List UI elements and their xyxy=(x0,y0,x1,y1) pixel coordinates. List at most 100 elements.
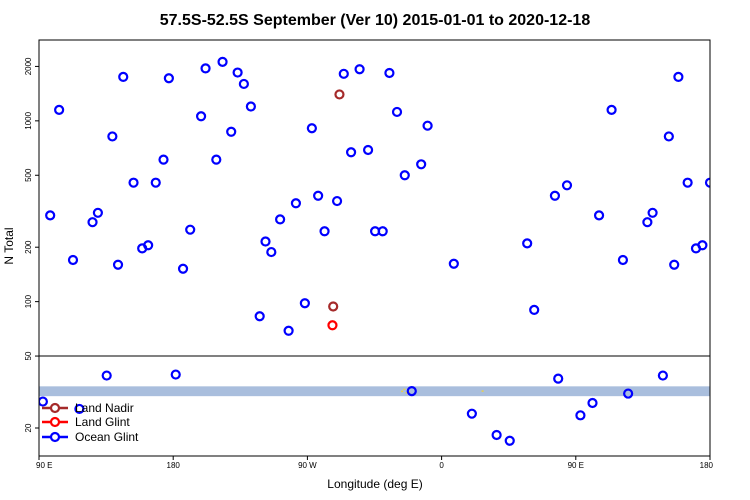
ocean-glint-point xyxy=(87,217,98,228)
legend-label: Land Glint xyxy=(75,415,130,429)
ocean-glint-point xyxy=(39,396,48,407)
ocean-glint-point xyxy=(185,224,196,235)
ocean-glint-point xyxy=(669,259,680,270)
ocean-glint-point xyxy=(553,373,564,384)
ocean-glint-point xyxy=(663,131,674,142)
ocean-glint-point xyxy=(211,154,222,165)
ocean-glint-point xyxy=(406,385,417,397)
legend-label: Land Nadir xyxy=(75,401,134,415)
ocean-glint-point xyxy=(714,156,722,164)
ocean-glint-point xyxy=(275,214,286,225)
y-tick-label: 50 xyxy=(24,351,33,360)
ocean-glint-point xyxy=(163,73,174,84)
ocean-glint-point xyxy=(617,254,629,266)
ocean-glint-point xyxy=(399,170,410,181)
ocean-glint-point xyxy=(575,410,586,421)
ocean-glint-point xyxy=(549,190,561,201)
ocean-glint-point xyxy=(384,67,395,79)
ocean-glint-point xyxy=(150,177,161,188)
ocean-glint-point xyxy=(200,63,211,74)
ocean-glint-point xyxy=(266,246,277,258)
ocean-glint-point xyxy=(587,397,598,409)
ocean-glint-point xyxy=(319,226,330,237)
ocean-glint-point xyxy=(504,435,515,446)
ocean-glint-point xyxy=(313,190,324,201)
ocean-glint-point xyxy=(158,154,169,165)
ocean-glint-point xyxy=(722,74,730,82)
ocean-glint-point xyxy=(593,210,605,221)
ocean-glint-point xyxy=(226,126,237,137)
ocean-glint-point xyxy=(697,240,708,251)
ocean-glint-point xyxy=(45,210,56,221)
x-tick-label: 180 xyxy=(700,461,714,470)
ocean-glint-point xyxy=(170,369,181,380)
ocean-glint-point xyxy=(54,104,65,115)
y-tick-label: 1000 xyxy=(24,111,33,129)
ocean-glint-point xyxy=(238,78,249,90)
x-tick-label: 90 E xyxy=(568,461,584,470)
ocean-glint-point xyxy=(306,123,317,134)
ocean-glint-point xyxy=(345,147,357,158)
ocean-glint-point xyxy=(682,177,693,188)
shaded-band xyxy=(39,386,710,397)
ocean-glint-point xyxy=(128,177,139,188)
band-speck xyxy=(401,390,404,393)
plot-frame xyxy=(38,39,711,457)
ocean-glint-point xyxy=(299,298,310,309)
ocean-glint-point xyxy=(657,370,668,381)
ocean-glint-point xyxy=(232,67,243,78)
ocean-glint-point xyxy=(283,325,294,336)
ocean-glint-point xyxy=(245,101,256,112)
ocean-glint-point xyxy=(673,71,684,83)
ocean-glint-point xyxy=(522,238,533,249)
band-speck xyxy=(481,390,484,392)
legend-marker xyxy=(49,431,61,443)
ocean-glint-point xyxy=(260,236,271,247)
ocean-glint-point xyxy=(448,258,459,269)
x-tick-label: 0 xyxy=(439,461,444,470)
ocean-glint-point xyxy=(606,104,617,115)
ocean-glint-point xyxy=(529,304,540,316)
ocean-glint-point xyxy=(195,111,207,122)
legend-marker xyxy=(49,416,61,428)
ocean-glint-point xyxy=(466,408,477,419)
ocean-glint-point xyxy=(254,311,265,322)
ocean-glint-point xyxy=(217,56,228,67)
ocean-glint-point xyxy=(331,195,343,207)
ocean-glint-point xyxy=(642,217,653,228)
legend-label: Ocean Glint xyxy=(75,430,139,444)
ocean-glint-point xyxy=(422,120,433,131)
ocean-glint-point xyxy=(107,131,118,142)
band-speck xyxy=(405,392,408,394)
land-nadir-point xyxy=(328,301,339,312)
y-axis-label: N Total xyxy=(2,227,16,264)
ocean-glint-point xyxy=(623,388,634,399)
land-nadir-point xyxy=(334,89,345,100)
x-tick-label: 90 W xyxy=(298,461,317,470)
y-tick-label: 2000 xyxy=(24,57,33,75)
ocean-glint-point xyxy=(391,106,403,118)
ocean-glint-point xyxy=(74,403,85,415)
ocean-glint-point xyxy=(143,240,154,251)
ocean-glint-point xyxy=(416,159,427,170)
ocean-glint-point xyxy=(354,64,365,75)
y-tick-label: 20 xyxy=(24,423,33,432)
chart-title: 57.5S-52.5S September (Ver 10) 2015-01-0… xyxy=(160,12,591,29)
ocean-glint-point xyxy=(67,254,79,266)
ocean-glint-point xyxy=(338,68,349,79)
x-tick-label: 90 E xyxy=(36,461,52,470)
y-tick-label: 100 xyxy=(24,294,33,308)
ocean-glint-point xyxy=(112,259,124,270)
legend-marker xyxy=(49,402,61,414)
ocean-glint-point xyxy=(561,180,573,191)
ocean-glint-point xyxy=(362,144,374,156)
band-speck xyxy=(403,388,406,391)
land-glint-point xyxy=(327,320,338,331)
ocean-glint-point xyxy=(647,207,658,218)
x-tick-label: 180 xyxy=(167,461,181,470)
ocean-glint-point xyxy=(491,429,502,441)
ocean-glint-point xyxy=(92,207,103,218)
x-axis-label: Longitude (deg E) xyxy=(327,477,422,491)
